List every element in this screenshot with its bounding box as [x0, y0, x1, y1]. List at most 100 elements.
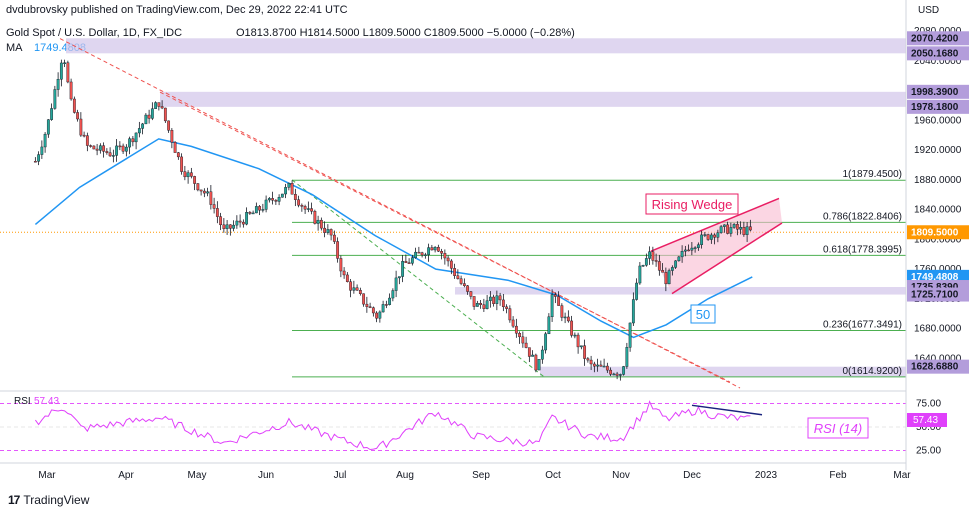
candle-down: [336, 241, 340, 259]
rising-wedge-label: Rising Wedge: [652, 197, 733, 212]
candle-up: [667, 270, 671, 285]
tradingview-logo[interactable]: 17 TradingView: [8, 493, 89, 507]
ma-legend-label[interactable]: MA: [6, 42, 23, 54]
candle-up: [267, 198, 271, 201]
price-tick-label: 1800.0000: [914, 234, 962, 245]
candle-up: [709, 234, 713, 240]
candle-up: [46, 119, 50, 135]
time-tick-label: Jun: [258, 470, 274, 481]
candle-down: [524, 342, 528, 348]
candle-up: [622, 366, 626, 375]
time-tick-label: Apr: [118, 470, 134, 481]
candle-up: [391, 290, 395, 299]
price-badge: [907, 99, 969, 114]
candle-down: [176, 152, 180, 158]
rising-wedge-fill: [651, 198, 782, 294]
candle-up: [264, 199, 268, 210]
candle-down: [589, 359, 593, 365]
candle-down: [258, 206, 262, 211]
candle-up: [550, 294, 554, 318]
candle-down: [453, 268, 457, 276]
candle-up: [56, 79, 60, 90]
candle-down: [365, 303, 369, 307]
candle-up: [306, 208, 310, 210]
candle-down: [274, 200, 278, 202]
candle-down: [518, 333, 522, 338]
fib-diagonal: [291, 179, 546, 378]
candle-down: [661, 270, 665, 273]
candle-up: [232, 224, 236, 229]
candle-down: [339, 258, 343, 272]
candle-down: [209, 191, 213, 205]
candle-up: [53, 89, 57, 109]
candle-up: [394, 277, 398, 291]
candle-down: [345, 274, 349, 282]
candle-down: [436, 246, 440, 252]
candle-down: [355, 287, 359, 291]
price-badge-label: 1628.6880: [911, 362, 959, 373]
time-tick-label: Oct: [545, 470, 561, 481]
zone-layer: [66, 38, 906, 377]
candle-down: [462, 283, 466, 286]
candle-up: [631, 299, 635, 324]
candle-down: [557, 296, 561, 306]
candle-layer: [33, 59, 752, 381]
candle-up: [722, 224, 726, 227]
candle-down: [95, 148, 99, 151]
price-tick-label: 1960.0000: [914, 115, 962, 126]
candle-down: [293, 194, 297, 200]
fib-level-label: 0.786(1822.8406): [823, 211, 902, 222]
candle-down: [469, 291, 473, 297]
candle-down: [157, 102, 161, 107]
candle-up: [115, 145, 119, 156]
rsi-current-badge-label: 57.43: [913, 415, 938, 426]
candle-up: [326, 229, 330, 233]
candle-down: [300, 204, 304, 207]
candle-down: [576, 334, 580, 348]
candle-up: [50, 108, 54, 120]
candle-down: [430, 247, 434, 251]
candle-down: [368, 306, 372, 308]
price-badge-label: 1978.1800: [911, 102, 959, 113]
fib-level-label: 0(1614.9200): [843, 366, 903, 377]
candle-down: [456, 275, 460, 279]
candle-up: [674, 260, 678, 268]
candle-down: [501, 299, 505, 308]
candle-up: [495, 295, 499, 304]
price-badge: [907, 225, 969, 240]
candle-up: [641, 265, 645, 267]
candle-down: [290, 183, 294, 195]
price-badge: [907, 359, 969, 374]
candle-down: [332, 234, 336, 242]
candle-down: [492, 296, 496, 304]
descending-trendline: [59, 38, 741, 389]
candle-down: [212, 204, 216, 209]
candle-down: [375, 312, 379, 319]
candle-up: [316, 219, 320, 224]
candle-up: [124, 146, 128, 152]
resistance-zone: [160, 91, 906, 107]
candle-up: [433, 246, 437, 251]
candle-down: [553, 294, 557, 297]
candle-down: [407, 262, 411, 264]
candle-up: [352, 287, 356, 291]
candle-up: [475, 303, 479, 307]
candle-down: [163, 107, 167, 122]
descending-trendline-parallel: [159, 91, 731, 383]
candle-down: [303, 206, 307, 210]
candle-up: [63, 62, 67, 64]
candle-down: [271, 198, 275, 201]
candle-up: [696, 244, 700, 248]
candle-down: [219, 216, 223, 226]
candle-down: [180, 156, 184, 172]
candle-down: [449, 260, 453, 269]
symbol-title[interactable]: Gold Spot / U.S. Dollar, 1D, FX_IDC: [6, 27, 183, 39]
candle-down: [651, 251, 655, 261]
candle-up: [531, 354, 535, 357]
price-badge-label: 1998.3900: [911, 87, 959, 98]
candle-down: [498, 295, 502, 301]
price-badge-label: 1725.7100: [911, 290, 959, 301]
rsi-tick-label: 50.00: [916, 422, 941, 433]
candle-down: [735, 224, 739, 230]
candle-up: [537, 359, 541, 371]
